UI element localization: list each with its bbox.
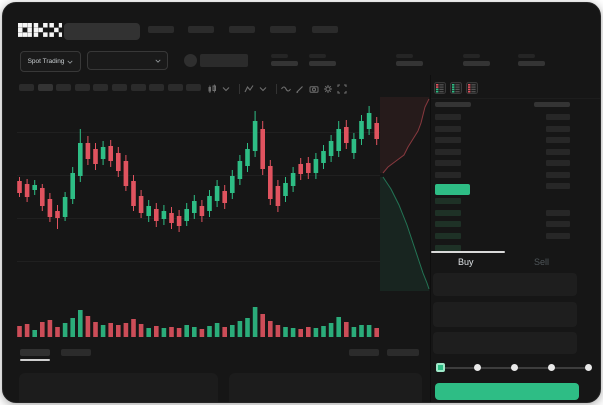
stat-value-3 bbox=[396, 61, 423, 66]
stat-label-4 bbox=[463, 54, 480, 58]
chevron-down-icon bbox=[67, 60, 73, 64]
market-type-label: Spot Trading bbox=[27, 58, 65, 65]
slider-stop-4[interactable] bbox=[548, 364, 555, 371]
active-tab-indicator bbox=[431, 251, 505, 253]
candles-style-icon[interactable] bbox=[207, 84, 217, 94]
chevron-down-icon[interactable] bbox=[258, 84, 268, 94]
ask-row-price[interactable] bbox=[435, 160, 461, 166]
interval-pill-3[interactable] bbox=[56, 84, 72, 91]
interval-pill-2[interactable] bbox=[37, 84, 53, 91]
amount-input[interactable] bbox=[433, 302, 577, 327]
orderbook-divider bbox=[431, 98, 600, 99]
bottom-tab-orders[interactable] bbox=[20, 349, 50, 356]
bottom-action-2[interactable] bbox=[387, 349, 419, 356]
price-input[interactable] bbox=[433, 273, 577, 296]
search-input[interactable] bbox=[64, 23, 140, 40]
coin-icon bbox=[184, 54, 197, 67]
interval-pill-10[interactable] bbox=[186, 84, 202, 91]
camera-icon[interactable] bbox=[309, 84, 319, 94]
interval-pill-1[interactable] bbox=[19, 84, 34, 91]
stat-label-3 bbox=[396, 54, 413, 58]
interval-pill-9[interactable] bbox=[167, 84, 183, 91]
last-price-pill[interactable] bbox=[435, 184, 470, 195]
stat-value-4 bbox=[463, 61, 490, 66]
bottom-action-1[interactable] bbox=[349, 349, 379, 356]
bid-row-price[interactable] bbox=[435, 233, 461, 240]
ask-row-price[interactable] bbox=[435, 171, 461, 178]
okx-logo bbox=[18, 23, 62, 37]
ask-row-amount bbox=[546, 125, 570, 132]
stat-value-1 bbox=[271, 61, 298, 66]
ask-row-amount bbox=[546, 183, 570, 189]
pair-name-placeholder bbox=[200, 54, 248, 67]
stat-label-1 bbox=[271, 54, 288, 58]
bottom-panel-right bbox=[229, 373, 422, 402]
bid-row-amount bbox=[546, 221, 570, 228]
interval-pill-6[interactable] bbox=[112, 84, 127, 91]
interval-pill-4[interactable] bbox=[74, 84, 90, 91]
interval-pill-8[interactable] bbox=[149, 84, 165, 91]
bid-row-amount bbox=[546, 209, 570, 216]
ask-row-price[interactable] bbox=[435, 114, 461, 120]
panel-divider bbox=[430, 75, 431, 402]
nav-item-4[interactable] bbox=[270, 26, 296, 33]
orderbook-col-price bbox=[435, 102, 471, 107]
bid-row-amount bbox=[546, 233, 570, 240]
separator bbox=[239, 84, 240, 94]
stat-label-5 bbox=[518, 54, 535, 58]
orderbook-col-amount bbox=[534, 102, 570, 107]
slider-stop-5[interactable] bbox=[585, 364, 592, 371]
ask-row-amount bbox=[546, 114, 570, 120]
nav-item-2[interactable] bbox=[188, 26, 214, 33]
slider-handle[interactable] bbox=[436, 363, 445, 372]
stat-value-5 bbox=[518, 61, 545, 66]
tab-buy[interactable]: Buy bbox=[458, 257, 474, 267]
bid-row-price[interactable] bbox=[435, 221, 461, 228]
chevron-down-icon bbox=[155, 59, 161, 63]
bid-row-price[interactable] bbox=[435, 209, 461, 216]
pencil-icon[interactable] bbox=[295, 84, 305, 94]
bottom-panel-left bbox=[19, 373, 218, 402]
nav-item-5[interactable] bbox=[312, 26, 338, 33]
nav-item-3[interactable] bbox=[229, 26, 255, 33]
gear-icon[interactable] bbox=[323, 84, 333, 94]
bid-row-price[interactable] bbox=[435, 244, 461, 251]
ask-row-amount bbox=[546, 137, 570, 143]
bottom-tab-history[interactable] bbox=[61, 349, 91, 356]
slider-stop-3[interactable] bbox=[511, 364, 518, 371]
pair-selector-dropdown[interactable] bbox=[87, 51, 168, 70]
ask-row-price[interactable] bbox=[435, 148, 461, 155]
fullscreen-icon[interactable] bbox=[337, 84, 347, 94]
chevron-down-icon[interactable] bbox=[221, 84, 231, 94]
buy-submit-button[interactable] bbox=[435, 383, 579, 400]
nav-item-1[interactable] bbox=[148, 26, 174, 33]
total-input[interactable] bbox=[433, 332, 577, 354]
bottom-tab-underline bbox=[20, 359, 50, 361]
book-asks-icon[interactable] bbox=[466, 82, 478, 94]
book-bids-icon[interactable] bbox=[450, 82, 462, 94]
bid-row-price[interactable] bbox=[435, 198, 461, 204]
ask-row-amount bbox=[546, 160, 570, 166]
stat-label-2 bbox=[309, 54, 326, 58]
ask-row-price[interactable] bbox=[435, 137, 461, 143]
slider-stop-2[interactable] bbox=[474, 364, 481, 371]
price-chart[interactable] bbox=[3, 3, 600, 402]
separator bbox=[276, 84, 277, 94]
market-type-dropdown[interactable]: Spot Trading bbox=[20, 51, 81, 72]
ask-row-price[interactable] bbox=[435, 125, 461, 132]
tab-sell[interactable]: Sell bbox=[534, 257, 550, 267]
book-combined-icon[interactable] bbox=[434, 82, 446, 94]
wave-icon[interactable] bbox=[281, 84, 291, 94]
interval-pill-7[interactable] bbox=[130, 84, 146, 91]
indicator-icon[interactable] bbox=[244, 84, 254, 94]
interval-pill-5[interactable] bbox=[93, 84, 109, 91]
stat-value-2 bbox=[309, 61, 336, 66]
ask-row-amount bbox=[546, 171, 570, 178]
ask-row-amount bbox=[546, 148, 570, 155]
